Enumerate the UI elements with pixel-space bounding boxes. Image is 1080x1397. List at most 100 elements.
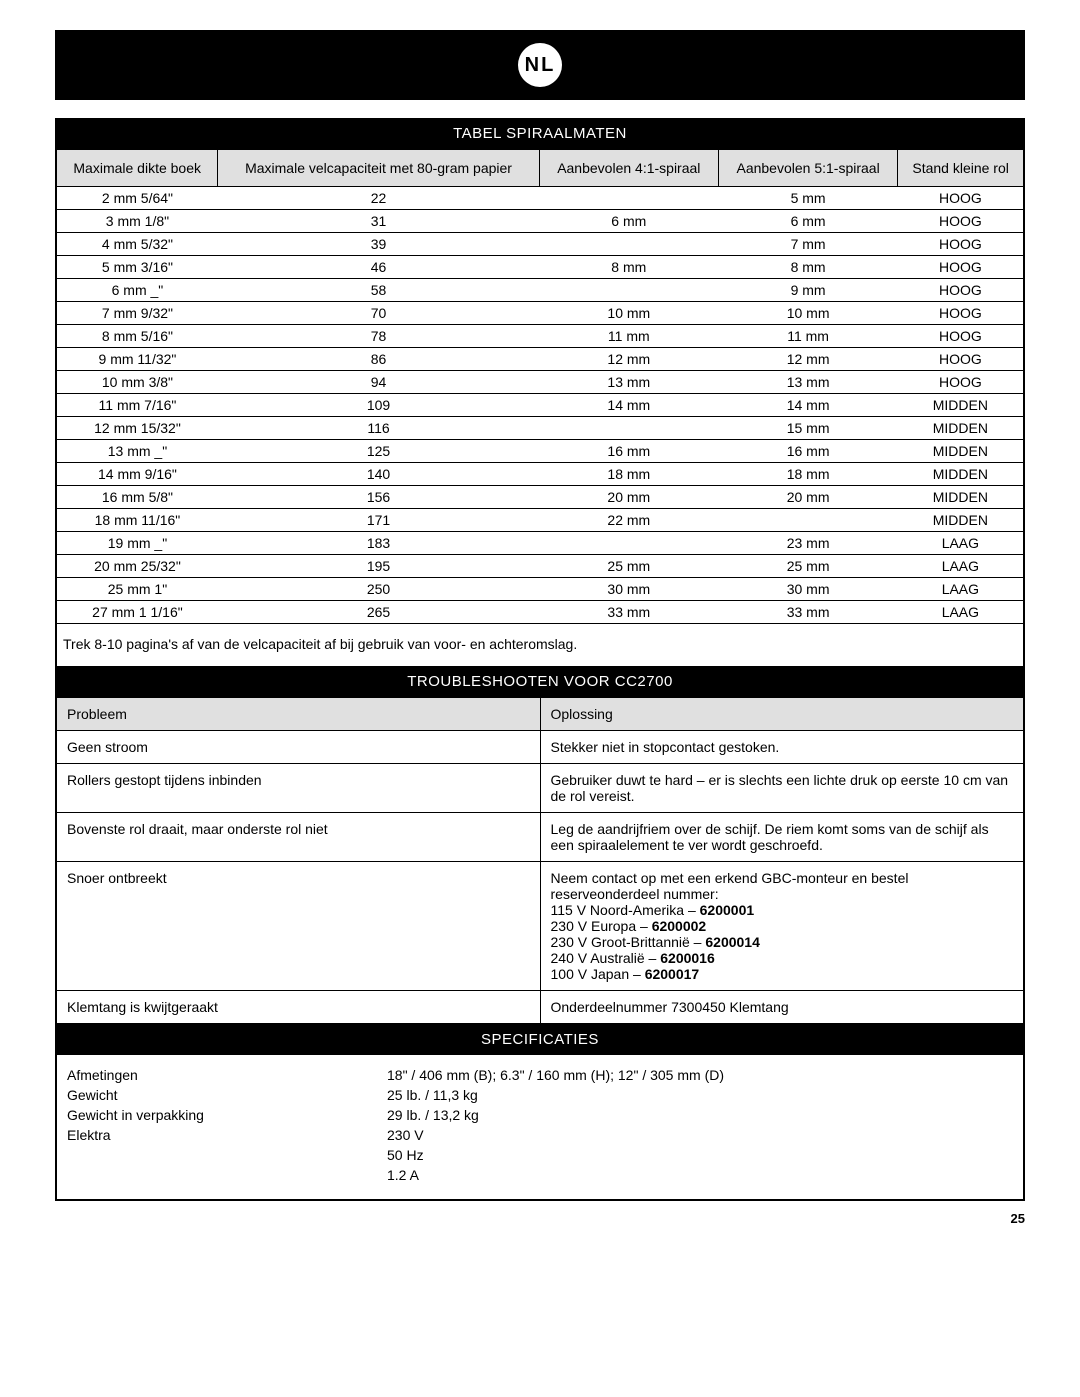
table-cell: [539, 187, 718, 210]
table-cell: 9 mm: [718, 279, 897, 302]
table-cell: [718, 509, 897, 532]
table-cell: 31: [218, 210, 539, 233]
table-cell: 11 mm 7/16": [57, 394, 218, 417]
table-row: 16 mm 5/8"15620 mm20 mmMIDDEN: [57, 486, 1024, 509]
solution-cell: Leg de aandrijfriem over de schijf. De r…: [540, 813, 1024, 862]
problem-cell: Geen stroom: [57, 731, 541, 764]
table-cell: [539, 233, 718, 256]
problem-cell: Klemtang is kwijtgeraakt: [57, 991, 541, 1024]
table-row: 5 mm 3/16"468 mm8 mmHOOG: [57, 256, 1024, 279]
table-cell: 5 mm 3/16": [57, 256, 218, 279]
table-cell: 14 mm: [539, 394, 718, 417]
coil-table-note: Trek 8-10 pagina's af van de velcapacite…: [56, 624, 1024, 666]
table-row: 10 mm 3/8"9413 mm13 mmHOOG: [57, 371, 1024, 394]
table-cell: [539, 279, 718, 302]
table-cell: 7 mm 9/32": [57, 302, 218, 325]
table-cell: 23 mm: [718, 532, 897, 555]
table-cell: 78: [218, 325, 539, 348]
table-row: Klemtang is kwijtgeraakt Onderdeelnummer …: [57, 991, 1024, 1024]
table-cell: 39: [218, 233, 539, 256]
spec-row: Gewicht25 lb. / 11,3 kg: [67, 1085, 1013, 1105]
spec-label: Afmetingen: [67, 1067, 387, 1083]
table-cell: 27 mm 1 1/16": [57, 601, 218, 624]
table-cell: 30 mm: [539, 578, 718, 601]
table-cell: 20 mm: [539, 486, 718, 509]
table-cell: 94: [218, 371, 539, 394]
spec-row: Elektra230 V: [67, 1125, 1013, 1145]
table-cell: 125: [218, 440, 539, 463]
table-cell: 3 mm 1/8": [57, 210, 218, 233]
table-cell: 22: [218, 187, 539, 210]
table-cell: 7 mm: [718, 233, 897, 256]
table-cell: 4 mm 5/32": [57, 233, 218, 256]
table-cell: 16 mm: [539, 440, 718, 463]
spec-value: 1.2 A: [387, 1167, 1013, 1183]
table-row: 2 mm 5/64"225 mmHOOG: [57, 187, 1024, 210]
coil-col-4: Stand kleine rol: [898, 150, 1024, 187]
solution-line: Stekker niet in stopcontact gestoken.: [551, 739, 1014, 755]
table-row: 27 mm 1 1/16"26533 mm33 mmLAAG: [57, 601, 1024, 624]
table-cell: MIDDEN: [898, 417, 1024, 440]
table-cell: 14 mm: [718, 394, 897, 417]
table-cell: 8 mm 5/16": [57, 325, 218, 348]
table-cell: 8 mm: [718, 256, 897, 279]
table-row: Snoer ontbreekt Neem contact op met een e…: [57, 862, 1024, 991]
table-cell: MIDDEN: [898, 509, 1024, 532]
table-cell: 9 mm 11/32": [57, 348, 218, 371]
solution-cell: Stekker niet in stopcontact gestoken.: [540, 731, 1024, 764]
problem-cell: Bovenste rol draait, maar onderste rol n…: [57, 813, 541, 862]
table-cell: 30 mm: [718, 578, 897, 601]
spec-value: 25 lb. / 11,3 kg: [387, 1087, 1013, 1103]
top-banner: NL: [55, 30, 1025, 100]
table-row: 13 mm _"12516 mm16 mmMIDDEN: [57, 440, 1024, 463]
table-cell: 6 mm: [718, 210, 897, 233]
table-cell: 25 mm: [539, 555, 718, 578]
table-cell: 19 mm _": [57, 532, 218, 555]
table-cell: 33 mm: [539, 601, 718, 624]
table-cell: 12 mm 15/32": [57, 417, 218, 440]
table-cell: 171: [218, 509, 539, 532]
table-cell: 70: [218, 302, 539, 325]
trouble-col-1: Oplossing: [540, 698, 1024, 731]
table-cell: 2 mm 5/64": [57, 187, 218, 210]
solution-line: Onderdeelnummer 7300450 Klemtang: [551, 999, 1014, 1015]
solution-line: Neem contact op met een erkend GBC-monte…: [551, 870, 1014, 902]
spec-label: Gewicht: [67, 1087, 387, 1103]
trouble-col-0: Probleem: [57, 698, 541, 731]
table-cell: LAAG: [898, 532, 1024, 555]
table-cell: MIDDEN: [898, 463, 1024, 486]
table-cell: 11 mm: [718, 325, 897, 348]
table-cell: 8 mm: [539, 256, 718, 279]
table-cell: HOOG: [898, 187, 1024, 210]
solution-line: 230 V Europa – 6200002: [551, 918, 1014, 934]
page-number: 25: [55, 1211, 1025, 1226]
spec-value: 230 V: [387, 1127, 1013, 1143]
table-cell: 25 mm: [718, 555, 897, 578]
table-cell: 12 mm: [539, 348, 718, 371]
troubleshoot-title: TROUBLESHOOTEN VOOR CC2700: [56, 666, 1024, 697]
problem-cell: Snoer ontbreekt: [57, 862, 541, 991]
table-cell: 25 mm 1": [57, 578, 218, 601]
coil-table-title: TABEL SPIRAALMATEN: [56, 118, 1024, 149]
table-cell: 18 mm 11/16": [57, 509, 218, 532]
solution-line: 230 V Groot-Brittannië – 6200014: [551, 934, 1014, 950]
table-cell: 13 mm: [539, 371, 718, 394]
table-cell: 13 mm: [718, 371, 897, 394]
spec-label: [67, 1167, 387, 1183]
table-row: 9 mm 11/32"8612 mm12 mmHOOG: [57, 348, 1024, 371]
table-cell: 116: [218, 417, 539, 440]
troubleshoot-table: Probleem Oplossing Geen stroom Stekker ni…: [56, 697, 1024, 1024]
table-cell: 10 mm: [718, 302, 897, 325]
solution-line: 115 V Noord-Amerika – 6200001: [551, 902, 1014, 918]
table-cell: HOOG: [898, 302, 1024, 325]
table-row: 4 mm 5/32"397 mmHOOG: [57, 233, 1024, 256]
spec-value: 29 lb. / 13,2 kg: [387, 1107, 1013, 1123]
solution-line: 100 V Japan – 6200017: [551, 966, 1014, 982]
coil-col-2: Aanbevolen 4:1-spiraal: [539, 150, 718, 187]
table-cell: HOOG: [898, 279, 1024, 302]
table-cell: 6 mm _": [57, 279, 218, 302]
table-cell: 22 mm: [539, 509, 718, 532]
solution-cell: Neem contact op met een erkend GBC-monte…: [540, 862, 1024, 991]
solution-line: Gebruiker duwt te hard – er is slechts e…: [551, 772, 1014, 804]
document-frame: TABEL SPIRAALMATEN Maximale dikte boek M…: [55, 118, 1025, 1201]
